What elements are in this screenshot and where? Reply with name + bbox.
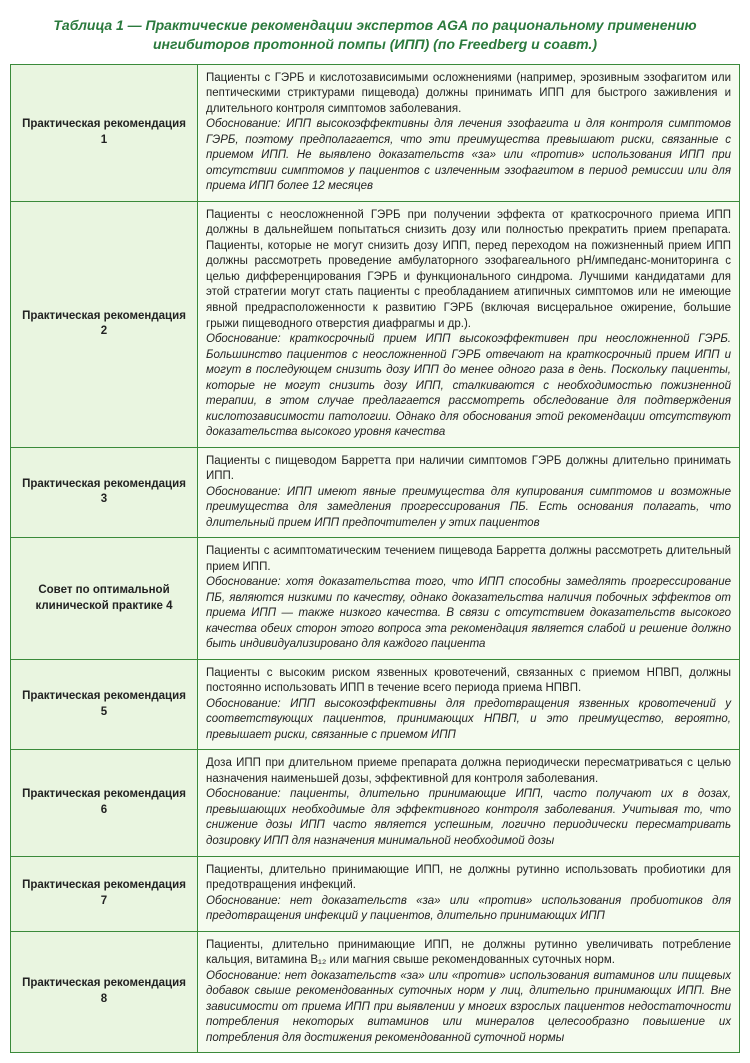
- recommendation-content: Пациенты, длительно принимающие ИПП, не …: [198, 856, 740, 931]
- recommendation-rationale: Обоснование: нет доказательств «за» или …: [206, 894, 731, 925]
- recommendations-table: Практическая рекомендация 1Пациенты с ГЭ…: [10, 64, 740, 1053]
- recommendation-rationale: Обоснование: ИПП имеют явные преимуществ…: [206, 485, 731, 532]
- recommendation-main-text: Пациенты, длительно принимающие ИПП, не …: [206, 938, 731, 969]
- table-row: Практическая рекомендация 5 Пациенты с вы…: [11, 659, 740, 750]
- recommendation-content: Пациенты с высоким риском язвенных крово…: [198, 659, 740, 750]
- recommendation-label: Практическая рекомендация 5: [11, 659, 198, 750]
- table-row: Совет по оптимальной клинической практик…: [11, 538, 740, 660]
- recommendation-label: Практическая рекомендация 1: [11, 64, 198, 201]
- recommendation-label: Совет по оптимальной клинической практик…: [11, 538, 198, 660]
- recommendation-rationale: Обоснование: ИПП высокоэффективны для пр…: [206, 697, 731, 744]
- table-row: Практическая рекомендация 7 Пациенты, дли…: [11, 856, 740, 931]
- table-body: Практическая рекомендация 1Пациенты с ГЭ…: [11, 64, 740, 1052]
- recommendation-main-text: Пациенты с пищеводом Барретта при наличи…: [206, 454, 731, 485]
- recommendation-rationale: Обоснование: ИПП высокоэффективны для ле…: [206, 117, 731, 195]
- recommendation-main-text: Пациенты с неосложненной ГЭРБ при получе…: [206, 208, 731, 332]
- recommendation-rationale: Обоснование: хотя доказательства того, ч…: [206, 575, 731, 653]
- recommendation-content: Пациенты с ГЭРБ и кислотозависимыми осло…: [198, 64, 740, 201]
- recommendation-rationale: Обоснование: краткосрочный прием ИПП выс…: [206, 332, 731, 441]
- recommendation-label: Практическая рекомендация 8: [11, 931, 198, 1053]
- recommendation-main-text: Доза ИПП при длительном приеме препарата…: [206, 756, 731, 787]
- table-row: Практическая рекомендация 6 Доза ИПП при …: [11, 750, 740, 856]
- recommendation-label: Практическая рекомендация 7: [11, 856, 198, 931]
- recommendation-main-text: Пациенты с асимптоматическим течением пи…: [206, 544, 731, 575]
- recommendation-main-text: Пациенты с высоким риском язвенных крово…: [206, 666, 731, 697]
- recommendation-content: Доза ИПП при длительном приеме препарата…: [198, 750, 740, 856]
- recommendation-rationale: Обоснование: нет доказательств «за» или …: [206, 969, 731, 1047]
- recommendation-rationale: Обоснование: пациенты, длительно принима…: [206, 787, 731, 849]
- recommendation-content: Пациенты, длительно принимающие ИПП, не …: [198, 931, 740, 1053]
- recommendation-label: Практическая рекомендация 2: [11, 201, 198, 447]
- table-title: Таблица 1 — Практические рекомендации эк…: [30, 16, 720, 54]
- recommendation-main-text: Пациенты, длительно принимающие ИПП, не …: [206, 863, 731, 894]
- recommendation-content: Пациенты с пищеводом Барретта при наличи…: [198, 447, 740, 538]
- table-row: Практическая рекомендация 1Пациенты с ГЭ…: [11, 64, 740, 201]
- recommendation-label: Практическая рекомендация 6: [11, 750, 198, 856]
- recommendation-content: Пациенты с неосложненной ГЭРБ при получе…: [198, 201, 740, 447]
- table-row: Практическая рекомендация 2Пациенты с не…: [11, 201, 740, 447]
- table-row: Практическая рекомендация 8 Пациенты, дли…: [11, 931, 740, 1053]
- recommendation-main-text: Пациенты с ГЭРБ и кислотозависимыми осло…: [206, 71, 731, 118]
- table-row: Практическая рекомендация 3 Пациенты с пи…: [11, 447, 740, 538]
- recommendation-label: Практическая рекомендация 3: [11, 447, 198, 538]
- recommendation-content: Пациенты с асимптоматическим течением пи…: [198, 538, 740, 660]
